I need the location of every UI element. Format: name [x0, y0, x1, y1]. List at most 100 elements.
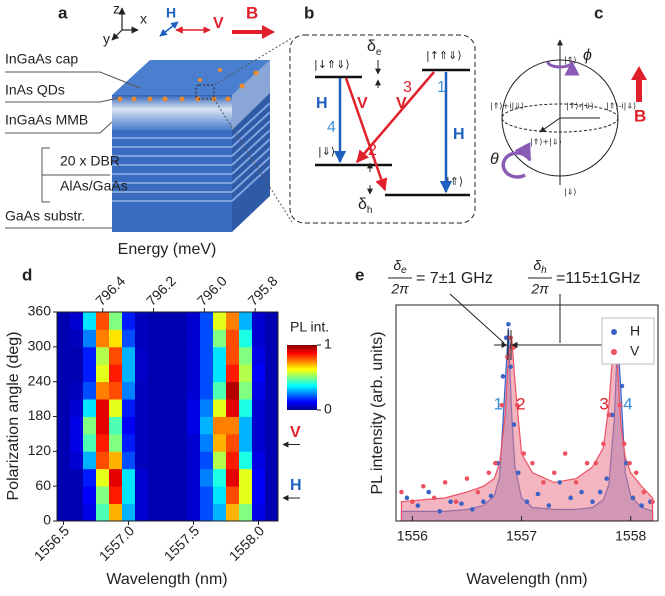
heatmap-cell: [161, 346, 175, 365]
legend-marker: [611, 349, 617, 355]
heatmap-cell: [213, 329, 227, 348]
heatmap-cell: [174, 433, 188, 452]
heatmap-cell: [187, 451, 201, 470]
layer-label: InGaAs MMB: [5, 112, 88, 128]
panel-label: c: [594, 3, 603, 22]
data-point: [546, 503, 552, 508]
heatmap-cell: [187, 416, 201, 435]
heatmap-cell: [109, 416, 123, 435]
heatmap-cell: [265, 416, 279, 435]
data-point: [493, 460, 498, 466]
data-point: [442, 480, 448, 485]
data-point: [420, 483, 426, 489]
heatmap-cell: [109, 381, 123, 400]
data-point: [650, 499, 655, 505]
heatmap-cell: [57, 503, 71, 522]
heatmap-cell: [148, 399, 162, 417]
split-den: 2π: [530, 281, 549, 297]
y-tick-label: 0: [43, 512, 51, 528]
state-label: |↑⇑⇓⟩: [426, 49, 462, 62]
data-point: [630, 495, 636, 501]
heatmap-cell: [265, 364, 279, 383]
data-point: [431, 495, 437, 501]
heatmap-cell: [70, 416, 84, 435]
heatmap-cell: [226, 312, 240, 330]
coordinate-axes: [111, 7, 139, 41]
x2-axis-title: Energy (meV): [118, 241, 217, 258]
heatmap-cell: [187, 364, 201, 383]
heatmap-cell: [57, 399, 71, 417]
heatmap-cell: [200, 329, 214, 348]
heatmap-cell: [226, 486, 240, 504]
heatmap-cell: [96, 486, 110, 504]
heatmap-cell: [70, 346, 84, 365]
heatmap-cell: [161, 399, 175, 417]
heatmap-cell: [122, 381, 136, 400]
heatmap-cell: [252, 399, 266, 417]
data-point: [415, 503, 421, 508]
data-point: [410, 499, 415, 505]
heatmap-cell: [96, 346, 110, 365]
transition-pol: H: [316, 95, 328, 112]
heatmap-cell: [265, 468, 279, 487]
heatmap-cell: [226, 416, 240, 435]
layer-label: 20 x DBR: [60, 153, 120, 169]
heatmap-cell: [135, 486, 149, 504]
b-label: B: [634, 106, 646, 125]
x-axis-title: Wavelength (nm): [466, 571, 587, 588]
heatmap-cell: [70, 312, 84, 330]
heatmap-cell: [83, 312, 97, 330]
heatmap-cell: [174, 364, 188, 383]
heatmap-cell: [135, 399, 149, 417]
heatmap-cell: [213, 399, 227, 417]
heatmap-cell: [174, 486, 188, 504]
plot-frame: [395, 304, 659, 522]
heatmap-cell: [122, 399, 136, 417]
heatmap-cell: [96, 503, 110, 522]
heatmap-cell: [161, 468, 175, 487]
heatmap-cell: [83, 433, 97, 452]
heatmap-cell: [83, 486, 97, 504]
state-label: |⇑⟩-i|⇓⟩: [606, 102, 636, 111]
data-point: [488, 493, 494, 499]
data-point: [627, 460, 632, 466]
data-point: [633, 470, 639, 476]
heatmap-cell: [70, 451, 84, 470]
heatmap-cell: [252, 329, 266, 348]
leader-lines: [5, 71, 141, 229]
heatmap-cell: [174, 451, 188, 470]
heatmap-cell: [96, 364, 110, 383]
heatmap-cell: [187, 329, 201, 348]
data-point: [459, 501, 464, 506]
heatmap-cell: [96, 329, 110, 348]
heatmap-cell: [57, 451, 71, 470]
heatmap-cell: [57, 433, 71, 452]
panel-label: a: [58, 3, 68, 22]
split-value: = 7±1 GHz: [416, 270, 493, 287]
data-point: [399, 489, 404, 495]
heatmap-cell: [148, 416, 162, 435]
phi-arrow: [546, 60, 580, 76]
transition-num: 3: [403, 79, 412, 96]
data-point: [475, 489, 481, 495]
heatmap-cell: [135, 346, 149, 365]
heatmap-cell: [135, 451, 149, 470]
data-point: [453, 499, 459, 505]
data-point: [601, 441, 606, 447]
x-axis-title: Wavelength (nm): [106, 571, 227, 588]
data-point: [551, 470, 557, 476]
heatmap-cell: [161, 486, 175, 504]
heatmap-cell: [83, 399, 97, 417]
split-den: 2π: [390, 281, 409, 297]
heatmap-cell: [57, 329, 71, 348]
heatmap-cell: [148, 433, 162, 452]
heatmap-cell: [174, 312, 188, 330]
delta-h: δh: [358, 196, 372, 215]
heatmap-cell: [239, 346, 253, 365]
data-point: [624, 460, 629, 466]
b-arrow: [636, 78, 642, 102]
heatmap-cell: [70, 399, 84, 417]
heatmap-cell: [83, 364, 97, 383]
heatmap-cell: [135, 381, 149, 400]
y-tick-label: 240: [28, 372, 52, 388]
